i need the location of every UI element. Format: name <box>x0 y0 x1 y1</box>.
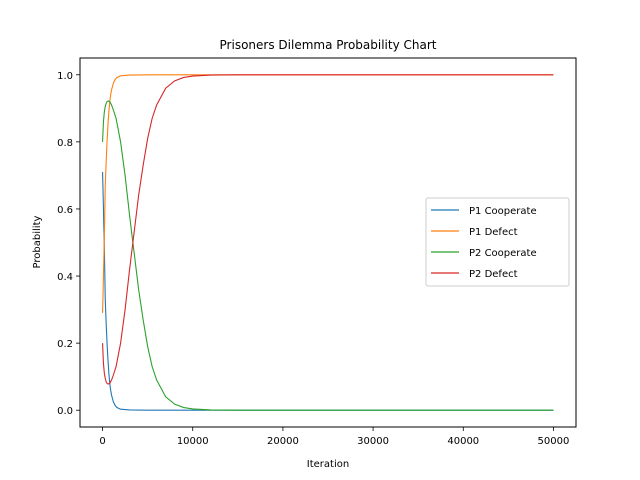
series-line-1 <box>102 74 554 313</box>
y-tick-label: 0.8 <box>57 138 73 149</box>
y-tick-label: 0.4 <box>57 272 73 283</box>
x-tick-label: 20000 <box>267 436 299 447</box>
legend: P1 Cooperate P1 Defect P2 Cooperate P2 Defe… <box>425 197 570 287</box>
y-axis-label: Probability <box>32 215 43 268</box>
legend-label: P1 Defect <box>469 227 518 238</box>
y-tick-label: 0.6 <box>57 205 73 216</box>
x-axis: 0 10000 20000 30000 40000 50000 <box>99 427 569 447</box>
y-tick-label: 1.0 <box>57 71 73 82</box>
x-tick-label: 10000 <box>177 436 209 447</box>
series-line-3 <box>102 74 554 385</box>
plot-area <box>102 74 554 411</box>
chart-title: Prisoners Dilemma Probability Chart <box>220 38 437 52</box>
y-axis: 0.0 0.2 0.4 0.6 0.8 1.0 <box>57 71 80 417</box>
series-line-2 <box>102 100 554 411</box>
legend-label: P2 Defect <box>469 269 518 280</box>
x-tick-label: 50000 <box>538 436 570 447</box>
x-tick-label: 0 <box>99 436 105 447</box>
axes-frame <box>79 57 577 428</box>
x-tick-label: 30000 <box>357 436 389 447</box>
x-axis-label: Iteration <box>307 459 349 470</box>
x-tick-label: 40000 <box>447 436 479 447</box>
y-tick-label: 0.2 <box>57 339 73 350</box>
legend-label: P1 Cooperate <box>469 206 537 217</box>
legend-box <box>425 197 570 287</box>
legend-label: P2 Cooperate <box>469 248 537 259</box>
y-tick-label: 0.0 <box>57 406 73 417</box>
